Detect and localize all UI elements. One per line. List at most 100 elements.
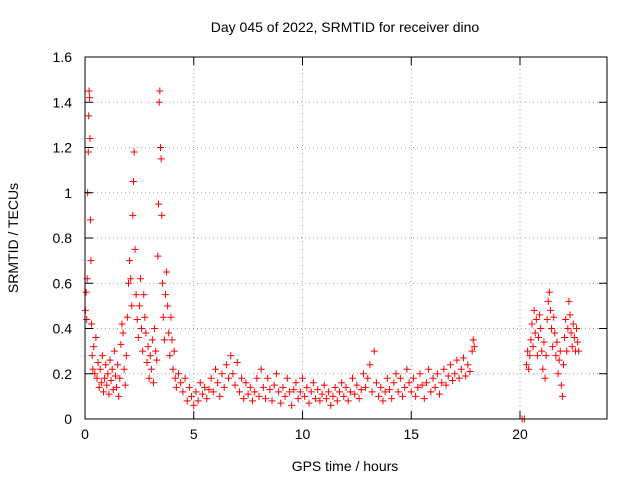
- data-point: [420, 395, 428, 403]
- data-point: [442, 381, 450, 389]
- data-point: [231, 381, 239, 389]
- data-point: [555, 356, 563, 364]
- data-point: [370, 347, 378, 355]
- data-point: [127, 275, 135, 283]
- data-point: [357, 386, 365, 394]
- data-point: [444, 372, 452, 380]
- data-point: [401, 383, 409, 391]
- data-point: [307, 388, 315, 396]
- data-point: [159, 313, 167, 321]
- data-point: [136, 275, 144, 283]
- data-point: [299, 374, 306, 382]
- x-tick-label: 15: [403, 426, 419, 442]
- data-point: [166, 352, 174, 360]
- data-point: [238, 374, 246, 382]
- data-point: [257, 365, 265, 373]
- data-point: [147, 365, 155, 373]
- data-point: [188, 392, 196, 400]
- data-point: [99, 388, 107, 396]
- data-point: [164, 302, 172, 310]
- data-point: [377, 383, 385, 391]
- data-point: [216, 392, 224, 400]
- data-point: [464, 361, 472, 369]
- data-point: [151, 325, 159, 332]
- data-point: [388, 395, 396, 403]
- data-point: [390, 379, 398, 387]
- data-point: [98, 352, 106, 360]
- data-point: [533, 352, 541, 360]
- data-point: [403, 365, 411, 373]
- data-point: [566, 311, 574, 319]
- data-point: [333, 397, 341, 405]
- data-point: [288, 401, 296, 409]
- data-point: [316, 397, 324, 405]
- data-point: [153, 356, 161, 364]
- data-point: [414, 383, 422, 391]
- data-point: [285, 388, 293, 396]
- data-point: [353, 381, 361, 389]
- data-point: [209, 388, 217, 396]
- data-point: [548, 325, 556, 332]
- data-point: [558, 392, 566, 400]
- data-point: [292, 379, 300, 387]
- data-point: [95, 383, 103, 391]
- data-point: [355, 395, 363, 403]
- data-point: [108, 365, 116, 373]
- data-point: [154, 252, 162, 260]
- data-point: [158, 279, 166, 287]
- data-point: [364, 374, 372, 382]
- data-point: [359, 370, 367, 378]
- data-point: [470, 343, 478, 351]
- data-point: [544, 297, 552, 305]
- data-point: [212, 365, 219, 373]
- data-point: [568, 343, 576, 351]
- data-point: [233, 358, 241, 366]
- data-point: [126, 257, 134, 265]
- data-point: [427, 388, 435, 396]
- data-point: [242, 379, 250, 387]
- data-point: [244, 390, 252, 398]
- data-point: [133, 315, 141, 323]
- data-point: [320, 381, 328, 389]
- x-tick-label: 0: [81, 426, 89, 442]
- data-point: [181, 374, 189, 382]
- x-tick-label: 5: [190, 426, 198, 442]
- data-point: [86, 94, 94, 102]
- data-point: [412, 392, 420, 400]
- data-point: [543, 315, 551, 323]
- data-point: [457, 365, 465, 373]
- data-point: [540, 338, 548, 346]
- data-point: [466, 367, 474, 375]
- data-point: [140, 291, 148, 299]
- y-axis-label: SRMTID / TECUs: [5, 183, 21, 293]
- data-point: [268, 397, 276, 405]
- data-point: [449, 377, 457, 385]
- data-point: [372, 379, 380, 387]
- data-point: [83, 315, 91, 323]
- data-point: [163, 268, 171, 276]
- y-tick-label: 1.2: [53, 140, 73, 156]
- data-point: [329, 392, 337, 400]
- data-point: [383, 374, 391, 382]
- data-point: [85, 87, 93, 95]
- x-tick-label: 20: [512, 426, 528, 442]
- data-point: [564, 325, 572, 332]
- y-tick-label: 1: [64, 185, 72, 201]
- data-point: [102, 361, 110, 369]
- data-point: [270, 381, 278, 389]
- data-point: [172, 383, 180, 391]
- data-point: [433, 370, 441, 378]
- data-point: [560, 361, 567, 369]
- data-point: [436, 390, 444, 398]
- data-point: [453, 356, 461, 364]
- data-point: [431, 383, 439, 391]
- data-point: [116, 374, 124, 382]
- data-point: [251, 388, 259, 396]
- data-point: [459, 354, 467, 362]
- data-point: [349, 374, 357, 382]
- data-point: [279, 383, 287, 391]
- data-point: [168, 336, 176, 344]
- data-point: [523, 361, 531, 369]
- data-point: [92, 334, 100, 342]
- data-point: [253, 374, 261, 382]
